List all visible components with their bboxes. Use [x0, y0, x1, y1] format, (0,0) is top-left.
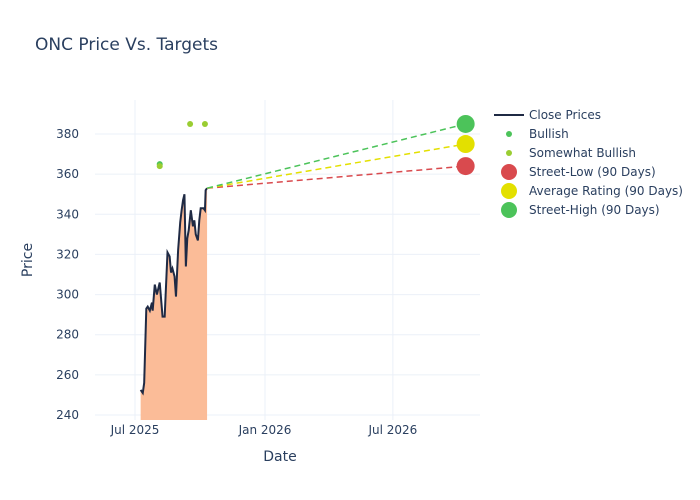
y-tick-label: 380: [56, 127, 79, 141]
legend-marker-icon: [501, 202, 517, 218]
rating-point: [156, 163, 163, 170]
target-line-street-high: [206, 123, 466, 189]
y-tick-label: 320: [56, 247, 79, 261]
y-tick-label: 340: [56, 207, 79, 221]
legend-item-label: Street-High (90 Days): [529, 203, 660, 217]
rating-point: [201, 120, 208, 127]
x-tick-label: Jul 2025: [110, 423, 160, 437]
chart-title: ONC Price Vs. Targets: [35, 35, 218, 55]
y-axis-label: Price: [20, 243, 36, 277]
legend-marker-icon: [501, 183, 517, 199]
price-area-fill: [140, 188, 208, 420]
legend-item-label: Bullish: [529, 127, 569, 141]
rating-point: [187, 120, 194, 127]
legend-item-label: Average Rating (90 Days): [529, 184, 683, 198]
target-line-average: [206, 143, 466, 189]
y-tick-label: 240: [56, 408, 79, 422]
target-marker: [456, 157, 475, 176]
x-axis-label: Date: [263, 449, 296, 465]
legend-marker-icon: [501, 164, 517, 180]
legend-marker-icon: [506, 131, 512, 137]
x-tick-label: Jan 2026: [238, 423, 292, 437]
x-tick-label: Jul 2026: [367, 423, 417, 437]
y-tick-label: 300: [56, 288, 79, 302]
target-line-street-low: [207, 165, 466, 189]
y-tick-label: 360: [56, 167, 79, 181]
legend: Close Prices Bullish Somewhat Bullish Stree…: [494, 108, 683, 218]
target-marker: [456, 114, 475, 133]
close-price-line: [139, 187, 208, 396]
y-tick-label: 280: [56, 328, 79, 342]
legend-marker-icon: [506, 150, 512, 156]
target-marker: [456, 135, 475, 154]
legend-item-label: Street-Low (90 Days): [529, 165, 656, 179]
legend-item-label: Somewhat Bullish: [529, 146, 636, 160]
y-tick-label: 260: [56, 368, 79, 382]
legend-item-label: Close Prices: [529, 108, 601, 122]
